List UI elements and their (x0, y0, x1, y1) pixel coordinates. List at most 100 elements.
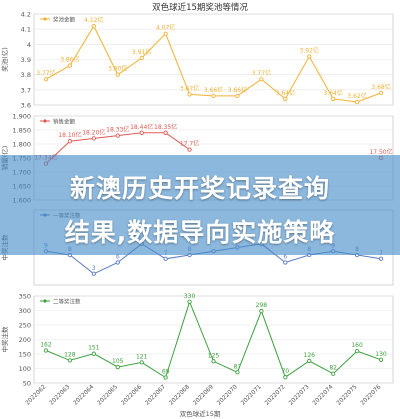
data-point (307, 54, 312, 59)
y-tick-label: 250 (19, 322, 31, 330)
data-label: 6 (116, 254, 120, 261)
data-point (378, 256, 384, 261)
y-tick-label: 100 (19, 365, 31, 373)
data-point (163, 256, 168, 261)
data-label: 3.67亿 (180, 84, 199, 92)
data-label: 18.44亿 (130, 123, 153, 131)
data-label: 121 (136, 353, 148, 360)
y-tick-label: 350 (19, 293, 31, 301)
data-point (163, 31, 168, 36)
y-tick-label: 3.8 (21, 71, 31, 79)
data-label: 3.77亿 (36, 69, 55, 77)
x-tick-label: 2022064 (73, 384, 96, 407)
data-point (115, 72, 120, 77)
data-label: 70 (281, 368, 289, 375)
data-point (187, 299, 192, 304)
data-label: 160 (351, 342, 363, 349)
y-tick-label: 1.900 (12, 113, 31, 121)
data-label: 3 (92, 265, 96, 272)
data-point (115, 364, 120, 370)
data-label: 3.77亿 (252, 69, 271, 77)
data-point (163, 375, 168, 380)
y-tick-label: 3.7 (21, 86, 31, 94)
data-point (283, 375, 288, 380)
data-label: 3.86亿 (60, 56, 79, 64)
x-tick-label: 2022068 (168, 384, 191, 407)
data-point (91, 271, 96, 276)
data-label: 151 (88, 345, 100, 352)
legend-label: 二等奖注数 (53, 298, 81, 306)
legend-marker (43, 17, 47, 21)
headline-banner (0, 155, 400, 255)
x-tick-label: 2022075 (336, 384, 359, 407)
headline-line-2: 结果,数据导向实施策略 (64, 218, 336, 247)
data-label: 130 (375, 351, 387, 358)
data-point (283, 260, 288, 265)
data-label: 18.10亿 (58, 131, 81, 139)
y-tick-label: 4 (27, 41, 31, 49)
data-point (259, 77, 264, 82)
data-label: 330 (184, 293, 196, 300)
data-label: 126 (304, 352, 316, 359)
legend-label: 销售金额 (53, 118, 76, 126)
data-label: 3.91亿 (132, 48, 151, 56)
data-point (43, 77, 49, 82)
y-axis-label: 中奖注数 (0, 326, 9, 353)
data-label: 3.80亿 (108, 65, 127, 73)
y-tick-label: 200 (19, 336, 31, 344)
data-label: 105 (112, 358, 124, 365)
data-label: 82 (329, 365, 337, 372)
data-label: 3.66亿 (204, 86, 223, 94)
x-tick-label: 2022074 (312, 384, 335, 407)
x-axis-label: 双色球近15期 (180, 409, 221, 418)
data-point (259, 308, 264, 314)
data-point (235, 370, 240, 375)
y-axis-label: 奖池(亿) (0, 47, 9, 72)
data-label: 18.20亿 (82, 128, 105, 136)
legend-marker (43, 119, 47, 123)
x-tick-label: 2022071 (240, 384, 263, 407)
data-point (331, 96, 336, 102)
data-point (235, 93, 240, 99)
x-tick-label: 2022065 (97, 384, 120, 407)
y-tick-label: 50 (23, 380, 31, 388)
y-tick-label: 3.9 (21, 56, 31, 64)
data-label: 3.66亿 (228, 86, 247, 94)
data-point (115, 133, 120, 138)
x-tick-label: 2022063 (49, 384, 72, 407)
y-tick-label: 4.2 (21, 11, 31, 19)
x-tick-label: 2022072 (264, 384, 287, 407)
data-label: 3.64亿 (276, 89, 295, 97)
x-tick-label: 2022067 (145, 384, 168, 407)
data-label: 128 (64, 351, 76, 358)
data-point (211, 93, 216, 99)
y-tick-label: 4.1 (21, 26, 31, 34)
data-point (354, 348, 360, 354)
data-label: 125 (208, 352, 220, 359)
data-point (378, 357, 384, 362)
data-point (67, 63, 73, 68)
data-point (91, 351, 96, 356)
data-label: 6 (283, 254, 287, 261)
data-label: 3.64亿 (323, 89, 342, 97)
data-label: 4.12亿 (84, 16, 103, 24)
data-label: 18.35亿 (154, 123, 177, 131)
data-point (43, 348, 49, 353)
data-point (67, 139, 73, 144)
x-tick-label: 2022070 (216, 384, 239, 407)
data-point (91, 23, 96, 29)
data-point (331, 371, 336, 376)
data-point (378, 90, 384, 96)
x-tick-label: 2022076 (360, 384, 383, 407)
data-label: 18.33亿 (106, 126, 129, 134)
data-point (283, 96, 288, 102)
data-point (187, 147, 192, 152)
data-point (91, 136, 96, 141)
data-point (139, 55, 144, 61)
data-label: 87 (234, 363, 242, 370)
data-point (139, 360, 144, 365)
data-label: 69 (162, 368, 170, 375)
y-tick-label: 1.850 (12, 127, 31, 135)
data-point (354, 99, 360, 105)
legend-label: 奖池金额 (53, 16, 76, 24)
